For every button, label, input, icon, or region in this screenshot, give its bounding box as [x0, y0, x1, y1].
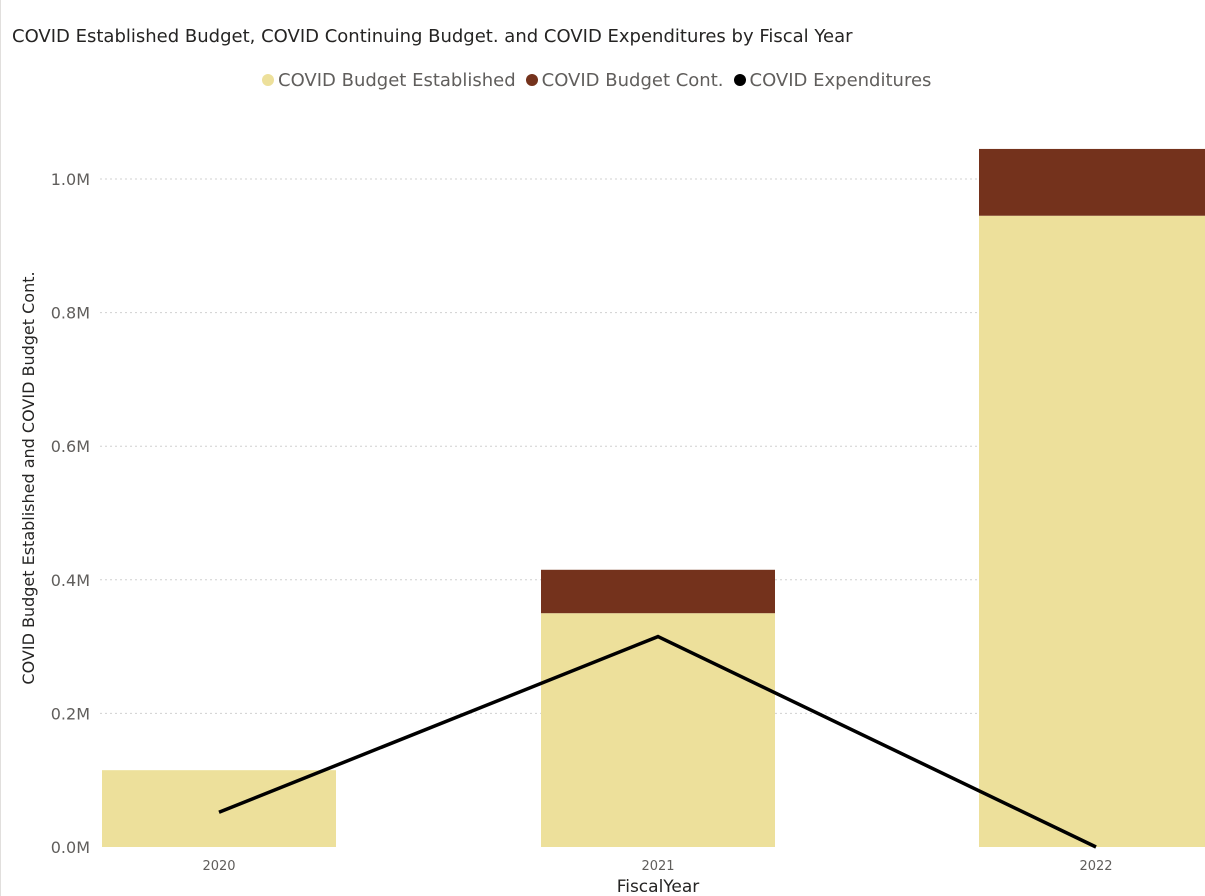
chart-title: COVID Established Budget, COVID Continui… [12, 26, 853, 47]
legend-label: COVID Expenditures [749, 69, 932, 91]
y-tick-label: 0.2M [51, 704, 90, 723]
y-axis-label: COVID Budget Established and COVID Budge… [19, 271, 38, 684]
legend-item-expenditures[interactable]: COVID Expenditures [733, 69, 932, 91]
x-tick-label: 2020 [202, 859, 235, 874]
legend: COVID Budget Established COVID Budget Co… [262, 66, 941, 94]
y-tick-label: 0.4M [51, 571, 90, 590]
bar-budget-established-2022[interactable] [979, 215, 1205, 848]
x-axis-label: FiscalYear [617, 877, 700, 896]
y-tick-label: 0.8M [51, 304, 90, 323]
legend-marker-icon [262, 74, 274, 86]
legend-marker-icon [525, 74, 538, 86]
legend-label: COVID Budget Cont. [541, 69, 724, 91]
bar-budget-cont-2021[interactable] [541, 569, 775, 614]
axes: 0.0M 0.2M 0.4M 0.6M 0.8M 1.0M 2020 2021 2022 Fisc… [19, 170, 1113, 896]
bars [102, 148, 1205, 848]
expenditure-point-2022[interactable] [1094, 845, 1098, 849]
x-tick-label: 2022 [1079, 859, 1112, 874]
bar-budget-established-2020[interactable] [102, 770, 336, 847]
bar-budget-cont-2022[interactable] [979, 148, 1205, 216]
legend-label: COVID Budget Established [278, 69, 516, 91]
expenditure-line [217, 634, 1098, 849]
x-tick-label: 2021 [641, 859, 674, 874]
legend-item-budget-established[interactable]: COVID Budget Established [262, 70, 516, 91]
expenditure-point-2020[interactable] [217, 810, 221, 814]
bar-budget-established-2021[interactable] [541, 613, 775, 847]
expenditure-point-2021[interactable] [656, 635, 660, 639]
left-border [0, 0, 1, 896]
y-tick-label: 0.0M [51, 838, 90, 857]
expenditure-line-path[interactable] [218, 634, 1097, 849]
y-tick-label: 1.0M [51, 170, 90, 189]
legend-marker-icon [733, 74, 746, 86]
y-tick-label: 0.6M [51, 437, 90, 456]
legend-item-budget-cont[interactable]: COVID Budget Cont. [525, 69, 724, 91]
